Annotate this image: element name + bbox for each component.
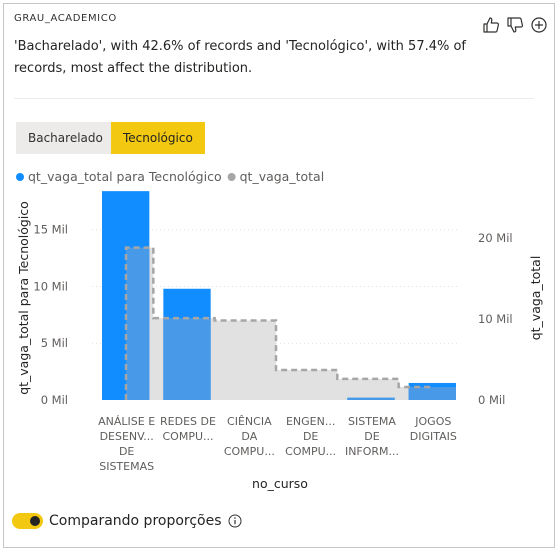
x-tick-label: ANÁLISE E — [98, 415, 155, 428]
x-tick-label: JOGOS — [414, 415, 451, 428]
chip-tecnologico[interactable]: Tecnológico — [111, 122, 205, 154]
x-tick-label: DE — [364, 430, 379, 443]
x-tick-label: COMPU... — [285, 445, 336, 458]
x-axis-title: no_curso — [252, 476, 308, 491]
x-tick-label: DE — [119, 445, 134, 458]
y2-axis-title: qt_vaga_total — [528, 256, 543, 341]
y2-tick-label: 10 Mil — [478, 312, 513, 326]
bar-overlap — [126, 247, 150, 400]
y2-tick-label: 20 Mil — [478, 231, 513, 245]
divider — [14, 98, 534, 99]
key-influencers-card: GRAU_ACADEMICO 'Bacharelado', with 42.6%… — [3, 3, 555, 548]
thumbs-up-icon[interactable] — [482, 16, 500, 34]
comparison-chart: qt_vaga_total para Tecnológico qt_vaga_to… — [16, 169, 543, 491]
bar-overlap — [408, 387, 456, 400]
bar-overlap — [163, 318, 211, 400]
legend-marker — [16, 173, 24, 181]
thumbs-down-icon[interactable] — [506, 16, 524, 34]
legend-entry: qt_vaga_total — [240, 169, 325, 184]
chip-bacharelado[interactable]: Bacharelado — [16, 122, 115, 154]
x-tick-label: SISTEMA — [348, 415, 396, 428]
x-tick-label: DA — [241, 430, 257, 443]
x-tick-label: CIÊNCIA — [227, 415, 272, 428]
y-tick-label: 10 Mil — [33, 279, 68, 293]
x-tick-label: COMPU... — [162, 430, 213, 443]
y-axis-title: qt_vaga_total para Tecnológico — [16, 201, 31, 395]
x-tick-label: ENGEN... — [286, 415, 335, 428]
info-icon[interactable] — [228, 514, 242, 528]
series2-outline — [124, 246, 432, 400]
x-tick-label: REDES DE — [160, 415, 216, 428]
comparison-toggle[interactable] — [12, 513, 43, 529]
y-tick-label: 15 Mil — [33, 223, 68, 237]
summary-text: 'Bacharelado', with 42.6% of records and… — [14, 39, 467, 76]
card-actions — [482, 16, 548, 34]
legend-marker — [227, 173, 236, 181]
add-icon[interactable] — [530, 16, 548, 34]
y-tick-label: 0 Mil — [41, 393, 68, 407]
x-tick-label: DE — [303, 430, 318, 443]
x-tick-label: DESENV... — [100, 430, 154, 443]
bar-overlap — [347, 397, 395, 400]
x-tick-label: INFORM... — [345, 445, 399, 458]
comparison-toggle-row: Comparando proporções — [12, 513, 242, 529]
x-tick-label: COMPU... — [224, 445, 275, 458]
y2-tick-label: 0 Mil — [478, 393, 505, 407]
field-name: GRAU_ACADEMICO — [14, 13, 117, 24]
x-tick-label: SISTEMAS — [99, 460, 154, 473]
toggle-label: Comparando proporções — [49, 513, 222, 529]
toggle-knob — [30, 516, 40, 526]
series2-area — [102, 247, 432, 400]
y-tick-label: 5 Mil — [41, 336, 68, 350]
x-tick-label: DIGITAIS — [410, 430, 457, 443]
legend-entry: qt_vaga_total para Tecnológico — [28, 169, 222, 184]
